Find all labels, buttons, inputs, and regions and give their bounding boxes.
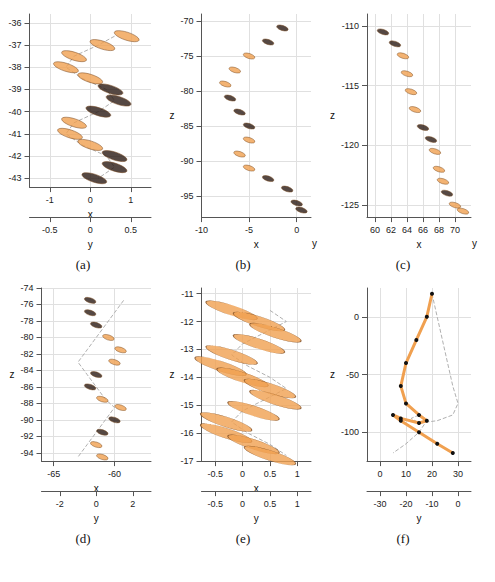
svg-text:0: 0 <box>88 195 93 205</box>
html-text:(b): (b) <box>235 257 251 272</box>
svg-text:0: 0 <box>240 499 245 509</box>
svg-text:-80: -80 <box>20 332 33 342</box>
html-text:(d): (d) <box>75 531 91 546</box>
svg-text:-125: -125 <box>341 200 359 210</box>
svg-text:0: 0 <box>455 499 460 509</box>
svg-text:-41: -41 <box>8 129 21 139</box>
svg-text:y: y <box>417 513 422 524</box>
svg-text:60: 60 <box>370 225 380 235</box>
svg-text:0: 0 <box>240 469 245 479</box>
svg-text:0: 0 <box>294 225 299 235</box>
svg-text:-65: -65 <box>47 469 60 479</box>
svg-text:-78: -78 <box>20 316 33 326</box>
html-text:(a): (a) <box>75 257 91 272</box>
svg-text:10: 10 <box>401 469 411 479</box>
svg-text:-80: -80 <box>180 86 193 96</box>
svg-text:x: x <box>87 208 93 220</box>
svg-text:-74: -74 <box>20 283 33 293</box>
svg-text:-82: -82 <box>20 349 33 359</box>
html-text:(f): (f) <box>396 531 410 546</box>
svg-text:y: y <box>254 513 259 524</box>
svg-text:2: 2 <box>130 499 135 509</box>
html-text:(c): (c) <box>395 257 411 272</box>
svg-text:-0.5: -0.5 <box>207 469 223 479</box>
svg-text:-30: -30 <box>373 499 386 509</box>
html-text:(e): (e) <box>235 531 251 546</box>
svg-text:-86: -86 <box>20 382 33 392</box>
svg-text:-50: -50 <box>346 370 359 380</box>
svg-text:1: 1 <box>128 195 133 205</box>
svg-text:-38: -38 <box>8 62 21 72</box>
svg-text:-14: -14 <box>180 372 193 382</box>
svg-text:-75: -75 <box>180 51 193 61</box>
svg-text:-1: -1 <box>46 195 54 205</box>
svg-text:-13: -13 <box>180 344 193 354</box>
svg-text:z: z <box>330 369 335 380</box>
svg-text:-10: -10 <box>425 499 438 509</box>
svg-text:64: 64 <box>402 225 412 235</box>
svg-text:z: z <box>10 369 15 380</box>
svg-text:0: 0 <box>354 312 359 322</box>
svg-text:30: 30 <box>453 469 463 479</box>
svg-text:-37: -37 <box>8 40 21 50</box>
svg-text:z: z <box>170 110 175 121</box>
svg-text:1: 1 <box>295 469 300 479</box>
svg-text:-95: -95 <box>180 191 193 201</box>
svg-text:0.5: 0.5 <box>124 225 137 235</box>
svg-text:0: 0 <box>94 499 99 509</box>
svg-text:-90: -90 <box>180 156 193 166</box>
svg-text:-90: -90 <box>20 415 33 425</box>
svg-text:-15: -15 <box>180 400 193 410</box>
svg-text:-17: -17 <box>180 456 193 466</box>
svg-text:-11: -11 <box>181 289 193 299</box>
svg-text:-16: -16 <box>180 428 193 438</box>
svg-text:70: 70 <box>450 225 460 235</box>
svg-text:y: y <box>312 238 317 249</box>
svg-text:-84: -84 <box>20 365 33 375</box>
svg-text:-88: -88 <box>20 398 33 408</box>
svg-text:y: y <box>472 238 477 249</box>
svg-text:-70: -70 <box>180 16 193 26</box>
svg-text:20: 20 <box>427 469 437 479</box>
svg-text:-92: -92 <box>20 431 33 441</box>
svg-text:-85: -85 <box>180 121 193 131</box>
svg-text:66: 66 <box>418 225 428 235</box>
svg-text:z: z <box>330 110 335 121</box>
svg-text:-115: -115 <box>342 81 359 91</box>
svg-text:0: 0 <box>88 225 93 235</box>
svg-text:-100: -100 <box>341 427 359 437</box>
svg-text:-10: -10 <box>195 225 208 235</box>
svg-text:y: y <box>88 239 93 250</box>
svg-text:-2: -2 <box>56 499 64 509</box>
svg-text:-36: -36 <box>8 18 21 28</box>
svg-text:-60: -60 <box>108 469 121 479</box>
svg-text:-76: -76 <box>20 299 33 309</box>
svg-text:-20: -20 <box>399 499 412 509</box>
svg-text:y: y <box>94 513 99 524</box>
svg-text:-94: -94 <box>20 448 33 458</box>
svg-text:x: x <box>254 239 259 250</box>
svg-text:0.5: 0.5 <box>264 499 277 509</box>
svg-text:-12: -12 <box>180 317 193 327</box>
svg-text:-120: -120 <box>341 140 359 150</box>
svg-text:0.5: 0.5 <box>264 469 277 479</box>
svg-text:-0.5: -0.5 <box>42 225 58 235</box>
svg-text:x: x <box>417 239 422 250</box>
svg-text:-0.5: -0.5 <box>207 499 223 509</box>
svg-text:x: x <box>253 482 259 494</box>
svg-text:-5: -5 <box>245 225 253 235</box>
svg-text:0: 0 <box>377 469 382 479</box>
svg-text:-110: -110 <box>342 21 359 31</box>
svg-text:-39: -39 <box>8 84 21 94</box>
svg-text:-42: -42 <box>8 151 21 161</box>
svg-text:-40: -40 <box>8 107 21 117</box>
svg-text:1: 1 <box>295 499 300 509</box>
svg-text:68: 68 <box>434 225 444 235</box>
svg-text:z: z <box>170 369 175 380</box>
svg-text:x: x <box>93 482 99 494</box>
svg-text:62: 62 <box>386 225 396 235</box>
svg-text:-43: -43 <box>8 173 21 183</box>
